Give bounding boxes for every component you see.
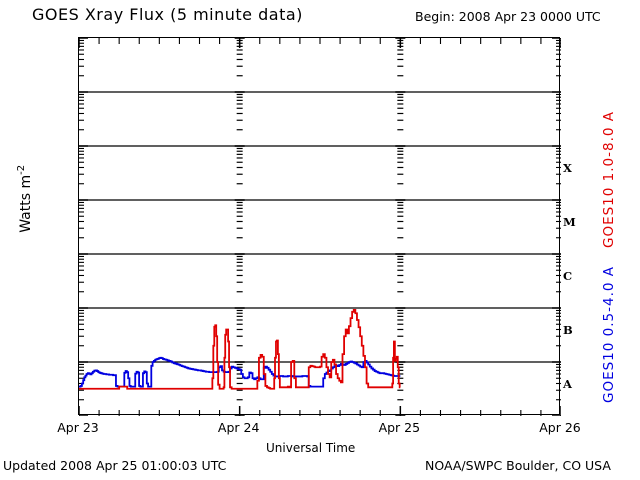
plot-area [78, 37, 561, 416]
flare-class-label: C [563, 269, 573, 283]
y-axis-title-exponent: -2 [16, 164, 28, 175]
chart-canvas [79, 38, 561, 416]
day-boundary-ticks [234, 38, 406, 416]
y-axis-title: Watts m-2 [16, 154, 34, 244]
data-series-line [79, 356, 401, 388]
legend-long-channel: GOES10 1.0-8.0 A [601, 111, 617, 248]
flare-class-label: X [563, 161, 572, 175]
x-axis-ticks [79, 38, 561, 416]
flare-class-label: M [563, 215, 576, 229]
y-axis-ticks [79, 38, 561, 416]
x-axis-title: Universal Time [266, 441, 356, 455]
data-series-line [79, 309, 401, 390]
x-tick-label: Apr 24 [217, 420, 260, 435]
legend-short-channel: GOES10 0.5-4.0 A [601, 266, 617, 403]
source-credit: NOAA/SWPC Boulder, CO USA [425, 458, 611, 473]
x-tick-label: Apr 25 [378, 420, 421, 435]
data-series-group [79, 309, 401, 390]
y-axis-title-text: Watts m [17, 174, 34, 233]
gridlines [79, 91, 561, 363]
x-tick-label: Apr 23 [57, 420, 99, 435]
flare-class-label: A [563, 377, 572, 391]
updated-timestamp: Updated 2008 Apr 25 01:00:03 UTC [3, 458, 227, 473]
x-tick-label: Apr 26 [539, 420, 581, 435]
page-title: GOES Xray Flux (5 minute data) [32, 5, 303, 24]
flare-class-label: B [563, 323, 573, 337]
begin-time-label: Begin: 2008 Apr 23 0000 UTC [415, 9, 601, 24]
